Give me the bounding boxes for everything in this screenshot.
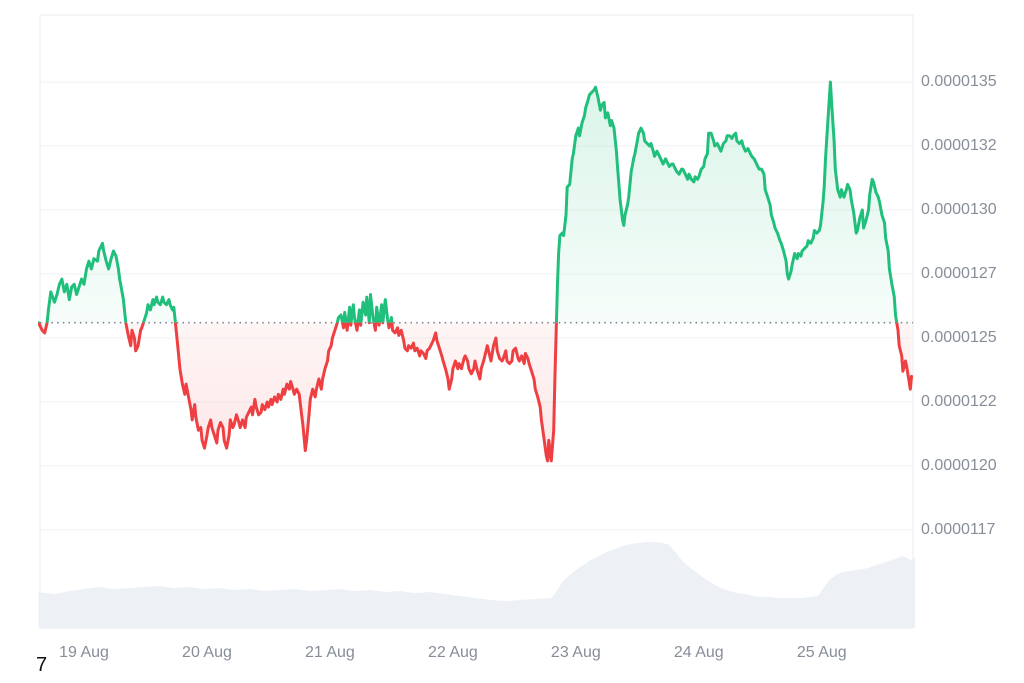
x-axis-tick-label: 23 Aug [550, 644, 601, 661]
y-axis-tick-label: 0.0000122 [921, 392, 997, 410]
corner-text: 7 [36, 654, 48, 676]
y-axis-tick-label: 0.0000125 [921, 329, 997, 346]
y-axis-tick-label: 0.0000117 [921, 520, 996, 538]
y-axis-tick-label: 0.0000132 [921, 137, 997, 155]
x-axis-tick-label: 20 Aug [182, 644, 232, 661]
x-axis-tick-label: 22 Aug [427, 644, 478, 661]
y-axis-tick-label: 0.0000120 [921, 456, 997, 474]
y-axis-tick-label: 0.0000127 [921, 265, 997, 283]
x-axis-tick-label: 24 Aug [673, 644, 724, 661]
x-axis-tick-label: 19 Aug [59, 644, 109, 661]
x-axis-tick-label: 25 Aug [796, 644, 847, 661]
x-axis-tick-label: 21 Aug [305, 644, 355, 661]
y-axis-tick-label: 0.0000135 [921, 73, 997, 91]
y-axis-tick-label: 0.0000130 [921, 201, 997, 219]
